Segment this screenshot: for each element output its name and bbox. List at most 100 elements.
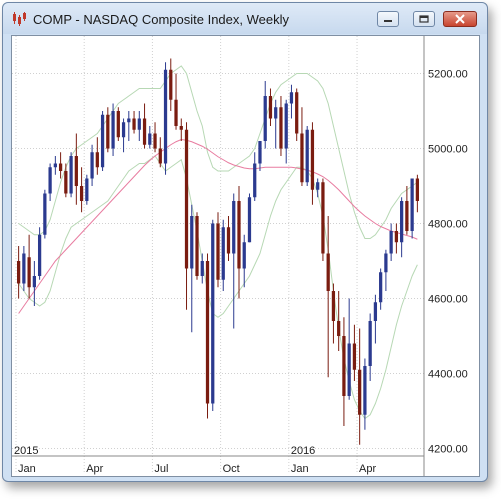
candle-down — [179, 126, 183, 130]
chart-window: COMP - NASDAQ Composite Index, Weekly 42… — [2, 2, 488, 482]
chart-area[interactable]: 4200.00 4400.00 4600.00 4800.00 5000.00 5200.… — [11, 35, 480, 477]
minimize-button[interactable] — [377, 11, 399, 27]
candle-down — [358, 369, 362, 415]
candle-down — [295, 92, 299, 134]
candle-up — [363, 366, 367, 415]
candle-down — [321, 182, 325, 254]
candle-up — [258, 141, 262, 164]
candle-down — [169, 69, 173, 100]
candle-down — [64, 171, 68, 194]
y-tick-label: 5200.00 — [428, 69, 468, 81]
candle-up — [389, 231, 393, 254]
candle-down — [226, 227, 231, 254]
candle-up — [316, 182, 320, 190]
y-tick-label: 4800.00 — [428, 219, 468, 231]
candle-up — [53, 163, 57, 168]
candle-up — [43, 193, 47, 235]
candle-up — [90, 152, 94, 179]
candle-down — [342, 336, 346, 396]
close-icon — [455, 14, 465, 24]
candle-up — [100, 114, 105, 168]
candlestick-chart: 4200.00 4400.00 4600.00 4800.00 5000.00 5200.… — [12, 36, 468, 476]
candle-up — [368, 321, 372, 366]
band-upper-line — [18, 65, 418, 239]
candle-up — [200, 261, 204, 276]
candle-down — [337, 321, 341, 336]
candle-up — [284, 103, 288, 149]
candle-up — [347, 343, 351, 396]
candle-up — [400, 201, 404, 243]
candle-down — [27, 257, 31, 288]
minimize-icon — [384, 20, 392, 22]
candle-down — [205, 261, 210, 404]
candlestick-chart-icon — [13, 12, 26, 26]
candle-up — [85, 178, 89, 201]
y-tick-label: 4200.00 — [428, 444, 468, 456]
candle-up — [127, 118, 131, 123]
candle-down — [106, 114, 110, 149]
candle-down — [116, 111, 120, 138]
x-tick-label: Apr — [86, 463, 103, 475]
x-tick-label: Apr — [359, 463, 376, 475]
candle-up — [263, 96, 267, 141]
candle-down — [95, 152, 99, 168]
candle-down — [352, 343, 357, 370]
candle-up — [48, 167, 52, 194]
y-tick-label: 4600.00 — [428, 294, 468, 306]
candle-down — [405, 201, 409, 231]
candle-up — [163, 69, 168, 164]
candle-down — [79, 186, 84, 201]
candle-up — [190, 216, 194, 269]
year-label: 2015 — [14, 445, 38, 457]
candle-up — [242, 242, 246, 269]
close-button[interactable] — [443, 11, 477, 27]
window-title: COMP - NASDAQ Composite Index, Weekly — [33, 12, 289, 27]
y-tick-label: 4400.00 — [428, 369, 468, 381]
candle-down — [310, 129, 315, 190]
candle-up — [247, 197, 252, 243]
y-tick-label: 5000.00 — [428, 144, 468, 156]
candle-up — [111, 111, 115, 149]
x-tick-label: Jan — [18, 463, 36, 475]
candle-up — [379, 272, 383, 303]
candle-up — [274, 107, 278, 119]
candle-down — [331, 291, 336, 321]
year-label: 2016 — [291, 445, 315, 457]
candle-up — [289, 92, 294, 104]
candle-down — [58, 163, 63, 171]
candle-up — [384, 253, 388, 273]
maximize-button[interactable] — [413, 11, 435, 27]
candle-up — [211, 223, 215, 404]
candle-down — [415, 178, 420, 201]
candle-down — [132, 118, 136, 130]
candle-down — [279, 107, 283, 149]
candle-up — [253, 163, 257, 198]
candle-up — [137, 118, 141, 130]
maximize-icon — [419, 15, 429, 23]
candle-up — [305, 129, 309, 183]
candle-down — [216, 223, 220, 280]
candle-down — [158, 148, 162, 164]
candle-down — [300, 133, 304, 183]
candle-up — [32, 276, 36, 288]
candle-up — [410, 178, 414, 231]
candle-down — [74, 156, 78, 186]
candle-up — [121, 122, 126, 138]
candle-down — [142, 118, 147, 145]
candle-up — [22, 253, 26, 284]
x-tick-label: Oct — [223, 463, 240, 475]
candle-up — [148, 133, 152, 145]
candle-down — [394, 231, 399, 243]
candle-down — [174, 99, 178, 126]
candle-up — [37, 234, 42, 276]
candle-down — [237, 201, 241, 269]
candle-down — [268, 96, 273, 119]
x-tick-label: Jan — [291, 463, 309, 475]
candle-down — [195, 216, 199, 276]
candle-down — [16, 261, 21, 284]
candle-up — [232, 201, 236, 254]
candle-down — [153, 133, 157, 149]
band-lower-line — [18, 155, 418, 420]
candle-up — [373, 302, 378, 321]
title-bar[interactable]: COMP - NASDAQ Composite Index, Weekly — [3, 3, 487, 34]
